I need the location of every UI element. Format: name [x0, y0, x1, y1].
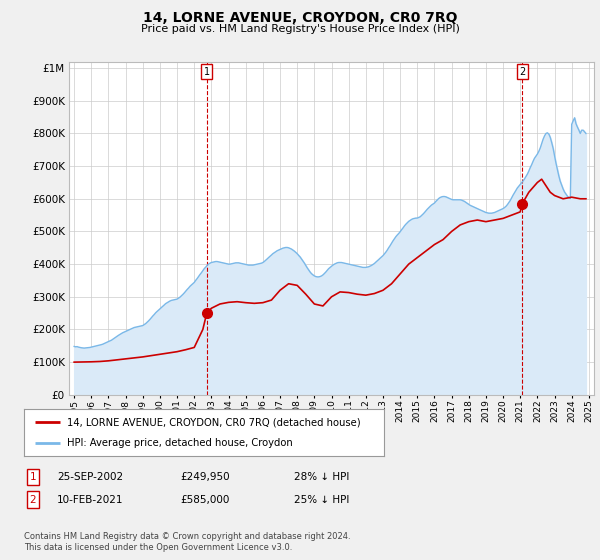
Text: HPI: Average price, detached house, Croydon: HPI: Average price, detached house, Croy… [67, 438, 293, 448]
Text: 1: 1 [204, 67, 210, 77]
Text: 14, LORNE AVENUE, CROYDON, CR0 7RQ (detached house): 14, LORNE AVENUE, CROYDON, CR0 7RQ (deta… [67, 417, 361, 427]
Text: This data is licensed under the Open Government Licence v3.0.: This data is licensed under the Open Gov… [24, 543, 292, 552]
Text: 1: 1 [29, 472, 37, 482]
Text: £249,950: £249,950 [180, 472, 230, 482]
Text: 10-FEB-2021: 10-FEB-2021 [57, 494, 124, 505]
Text: 2: 2 [519, 67, 526, 77]
Text: Price paid vs. HM Land Registry's House Price Index (HPI): Price paid vs. HM Land Registry's House … [140, 24, 460, 34]
Text: 2: 2 [29, 494, 37, 505]
Text: Contains HM Land Registry data © Crown copyright and database right 2024.: Contains HM Land Registry data © Crown c… [24, 532, 350, 541]
Text: 25% ↓ HPI: 25% ↓ HPI [294, 494, 349, 505]
Text: 25-SEP-2002: 25-SEP-2002 [57, 472, 123, 482]
Text: 14, LORNE AVENUE, CROYDON, CR0 7RQ: 14, LORNE AVENUE, CROYDON, CR0 7RQ [143, 11, 457, 25]
Text: £585,000: £585,000 [180, 494, 229, 505]
Text: 28% ↓ HPI: 28% ↓ HPI [294, 472, 349, 482]
